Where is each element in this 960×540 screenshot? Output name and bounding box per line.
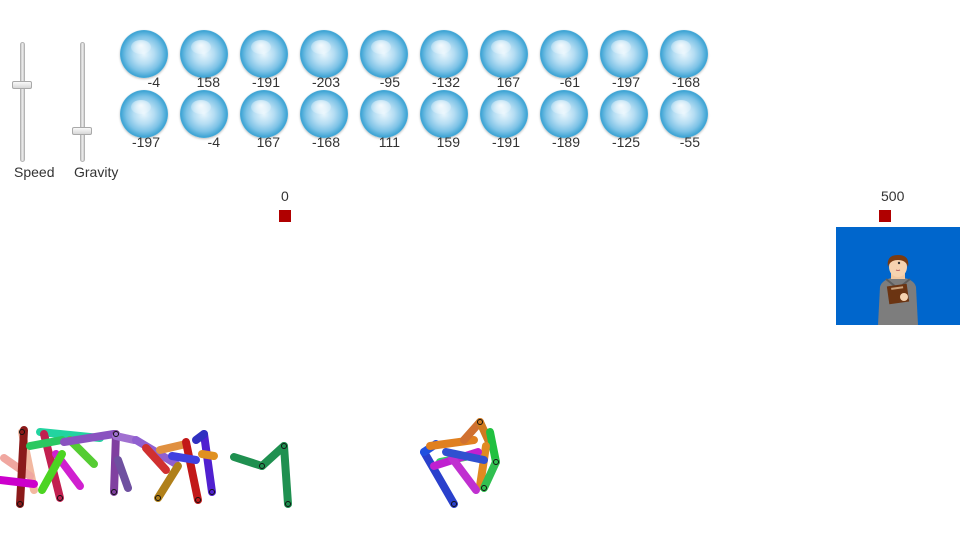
ball[interactable] <box>420 30 468 78</box>
ball[interactable] <box>600 30 648 78</box>
walker-creatures <box>0 418 500 508</box>
ball-value: -55 <box>679 134 700 150</box>
ball[interactable] <box>420 90 468 138</box>
ball[interactable] <box>660 30 708 78</box>
ball[interactable] <box>540 30 588 78</box>
ball[interactable] <box>180 90 228 138</box>
ball-value: 167 <box>496 74 520 90</box>
ball-value: -132 <box>431 74 460 90</box>
start-marker <box>279 210 291 222</box>
end-marker-label: 500 <box>881 188 905 204</box>
ball[interactable] <box>600 90 648 138</box>
ball-value: -4 <box>207 134 220 150</box>
ball-value: -189 <box>551 134 580 150</box>
ball[interactable] <box>300 30 348 78</box>
ball-value: -95 <box>379 74 400 90</box>
gravity-label: Gravity <box>74 164 119 180</box>
ball-value: 159 <box>436 134 460 150</box>
ball-value: 158 <box>196 74 220 90</box>
ball-value: -197 <box>131 134 160 150</box>
end-marker <box>879 210 891 222</box>
ball[interactable] <box>240 90 288 138</box>
ball[interactable] <box>300 90 348 138</box>
ball[interactable] <box>540 90 588 138</box>
ball[interactable] <box>120 90 168 138</box>
ball-value: -168 <box>671 74 700 90</box>
ball[interactable] <box>360 30 408 78</box>
gravity-slider[interactable] <box>62 40 102 164</box>
start-marker-label: 0 <box>281 188 289 204</box>
gravity-slider-track[interactable] <box>80 42 85 162</box>
ball-value: -197 <box>611 74 640 90</box>
ball-value: 167 <box>256 134 280 150</box>
ball-value: -125 <box>611 134 640 150</box>
ball-value: -203 <box>311 74 340 90</box>
ball[interactable] <box>360 90 408 138</box>
ball-value: 111 <box>378 134 400 150</box>
ball[interactable] <box>480 90 528 138</box>
ball-value: -191 <box>251 74 280 90</box>
ball-value: -168 <box>311 134 340 150</box>
ball[interactable] <box>480 30 528 78</box>
ball-value: -191 <box>491 134 520 150</box>
person-with-clipboard-icon <box>878 255 918 325</box>
ball[interactable] <box>240 30 288 78</box>
ball-value: -4 <box>147 74 160 90</box>
speed-slider-thumb[interactable] <box>12 81 32 90</box>
ball[interactable] <box>120 30 168 78</box>
speed-slider-track[interactable] <box>20 42 25 162</box>
ball[interactable] <box>660 90 708 138</box>
goal-panel <box>836 227 960 325</box>
gravity-slider-thumb[interactable] <box>72 127 92 136</box>
ball[interactable] <box>180 30 228 78</box>
ball-value: -61 <box>559 74 580 90</box>
speed-slider[interactable] <box>2 40 42 164</box>
speed-label: Speed <box>14 164 55 180</box>
